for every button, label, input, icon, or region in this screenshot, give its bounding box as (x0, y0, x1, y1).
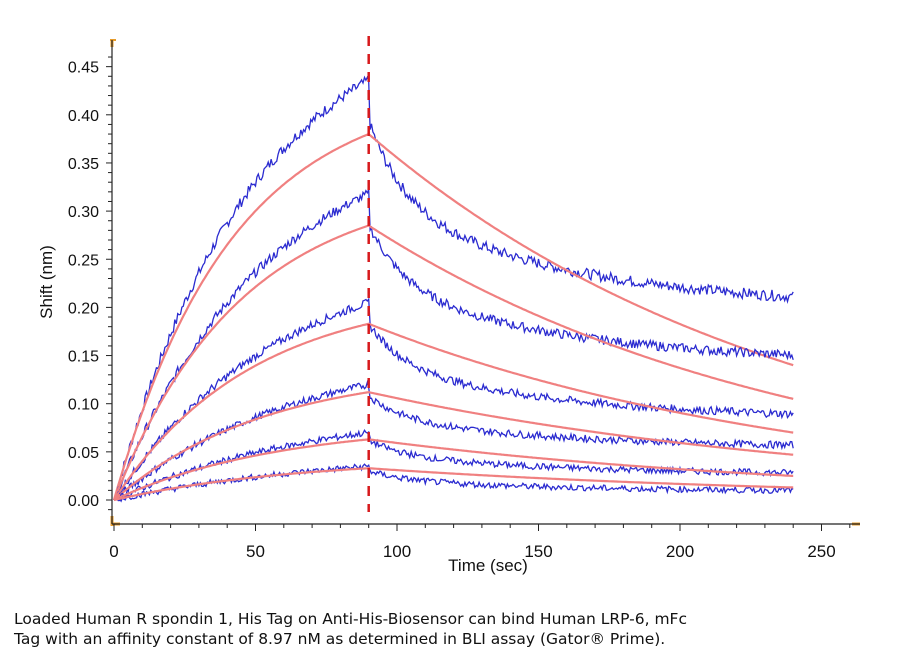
fit-curve-4 (113, 390, 794, 501)
y-tick-label: 0.10 (68, 397, 99, 414)
x-tick-label: 0 (109, 542, 118, 561)
measured-curve-1 (113, 75, 794, 501)
y-tick-label: 0.05 (68, 445, 99, 462)
caption-line-2: Tag with an affinity constant of 8.97 nM… (14, 630, 666, 648)
x-tick-label: 150 (524, 542, 552, 561)
figure-caption: Loaded Human R spondin 1, His Tag on Ant… (14, 609, 884, 649)
sensorgram-curves (112, 75, 794, 503)
x-axis-label: Time (sec) (448, 556, 528, 575)
y-tick-label: 0.15 (68, 349, 99, 366)
caption-line-1: Loaded Human R spondin 1, His Tag on Ant… (14, 610, 687, 628)
fit-curve-1 (112, 132, 794, 501)
y-tick-label: 0.25 (68, 252, 99, 269)
y-tick-label: 0.40 (68, 108, 99, 125)
fit-curve-5 (113, 438, 794, 501)
measured-curve-5 (113, 429, 794, 502)
fit-curve-3 (113, 322, 794, 501)
fit-curve-6 (113, 467, 794, 502)
fit-curve-2 (112, 224, 794, 501)
y-tick-label: 0.30 (68, 204, 99, 221)
measured-curve-2 (113, 189, 794, 501)
measured-curve-3 (113, 297, 794, 501)
x-tick-label: 100 (383, 542, 411, 561)
y-axis-label: Shift (nm) (37, 245, 56, 319)
bli-sensorgram-chart: 0.00 0.05 0.10 0.15 0.20 0.25 0.30 0.35 0.40 0.45… (37, 36, 860, 575)
y-tick-label: 0.45 (68, 60, 99, 77)
x-tick-label: 50 (246, 542, 265, 561)
axis-ticks: 0.00 0.05 0.10 0.15 0.20 0.25 0.30 0.35 0.40 0.45… (68, 39, 860, 561)
x-tick-label: 200 (666, 542, 694, 561)
x-tick-label: 250 (807, 542, 835, 561)
y-tick-label: 0.35 (68, 156, 99, 173)
y-tick-label: 0.20 (68, 300, 99, 317)
y-tick-label: 0.00 (68, 493, 99, 510)
